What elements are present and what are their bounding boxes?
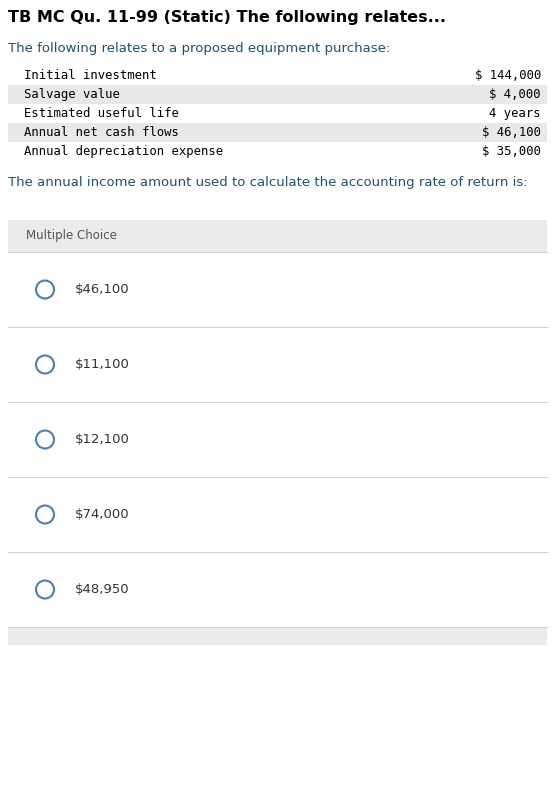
Text: Annual net cash flows: Annual net cash flows bbox=[24, 126, 179, 139]
Bar bbox=[8, 85, 547, 104]
Text: Annual depreciation expense: Annual depreciation expense bbox=[24, 145, 223, 158]
Text: Multiple Choice: Multiple Choice bbox=[26, 229, 117, 243]
Text: The following relates to a proposed equipment purchase:: The following relates to a proposed equi… bbox=[8, 42, 390, 55]
Bar bbox=[8, 327, 547, 402]
Bar bbox=[8, 123, 547, 142]
Text: Initial investment: Initial investment bbox=[24, 69, 157, 82]
Text: $ 35,000: $ 35,000 bbox=[482, 145, 541, 158]
Bar bbox=[8, 220, 547, 645]
Text: TB MC Qu. 11-99 (Static) The following relates...: TB MC Qu. 11-99 (Static) The following r… bbox=[8, 10, 446, 25]
Bar bbox=[8, 252, 547, 327]
Text: Salvage value: Salvage value bbox=[24, 88, 120, 101]
Text: $46,100: $46,100 bbox=[75, 283, 130, 296]
Text: $ 46,100: $ 46,100 bbox=[482, 126, 541, 139]
Text: The annual income amount used to calculate the accounting rate of return is:: The annual income amount used to calcula… bbox=[8, 176, 528, 189]
Bar bbox=[8, 402, 547, 477]
Text: Estimated useful life: Estimated useful life bbox=[24, 107, 179, 120]
Text: $48,950: $48,950 bbox=[75, 583, 130, 596]
Text: 4 years: 4 years bbox=[490, 107, 541, 120]
Bar bbox=[8, 477, 547, 552]
Text: $12,100: $12,100 bbox=[75, 433, 130, 446]
Text: $ 4,000: $ 4,000 bbox=[490, 88, 541, 101]
Bar bbox=[8, 552, 547, 627]
Text: $11,100: $11,100 bbox=[75, 358, 130, 371]
Text: $74,000: $74,000 bbox=[75, 508, 130, 521]
Text: $ 144,000: $ 144,000 bbox=[475, 69, 541, 82]
